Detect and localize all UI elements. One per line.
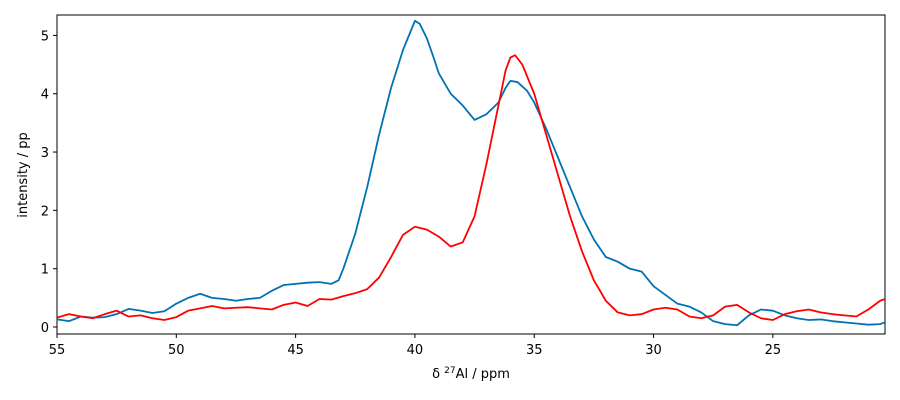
plot-frame (56, 14, 886, 335)
x-tick-label: 40 (407, 343, 424, 358)
series-line-2 (56, 54, 886, 321)
y-tick-label: 0 (41, 321, 49, 336)
y-tick-label: 2 (41, 204, 49, 219)
x-tick-label: 50 (168, 343, 185, 358)
x-axis-label: δ 27Al / ppm (432, 366, 510, 382)
series-line-1 (56, 19, 886, 327)
x-axis-ticks: 55 50 45 40 35 30 25 (49, 334, 781, 358)
y-axis-label: intensity / pp (16, 132, 31, 218)
x-tick-label: 25 (765, 343, 782, 358)
x-axis-label-suffix: Al / ppm (456, 367, 510, 382)
x-tick-label: 35 (526, 343, 543, 358)
x-tick-label: 30 (645, 343, 662, 358)
x-tick-label: 45 (287, 343, 304, 358)
y-tick-label: 1 (41, 263, 49, 278)
y-axis-ticks: 0 1 2 3 4 5 (41, 29, 57, 336)
y-tick-label: 3 (41, 146, 49, 161)
series-layer (56, 19, 886, 327)
y-tick-label: 5 (41, 29, 49, 44)
x-axis-label-prefix: δ (432, 367, 444, 382)
x-axis-label-superscript: 27 (444, 366, 455, 376)
y-tick-label: 4 (41, 88, 49, 103)
x-tick-label: 55 (49, 343, 66, 358)
